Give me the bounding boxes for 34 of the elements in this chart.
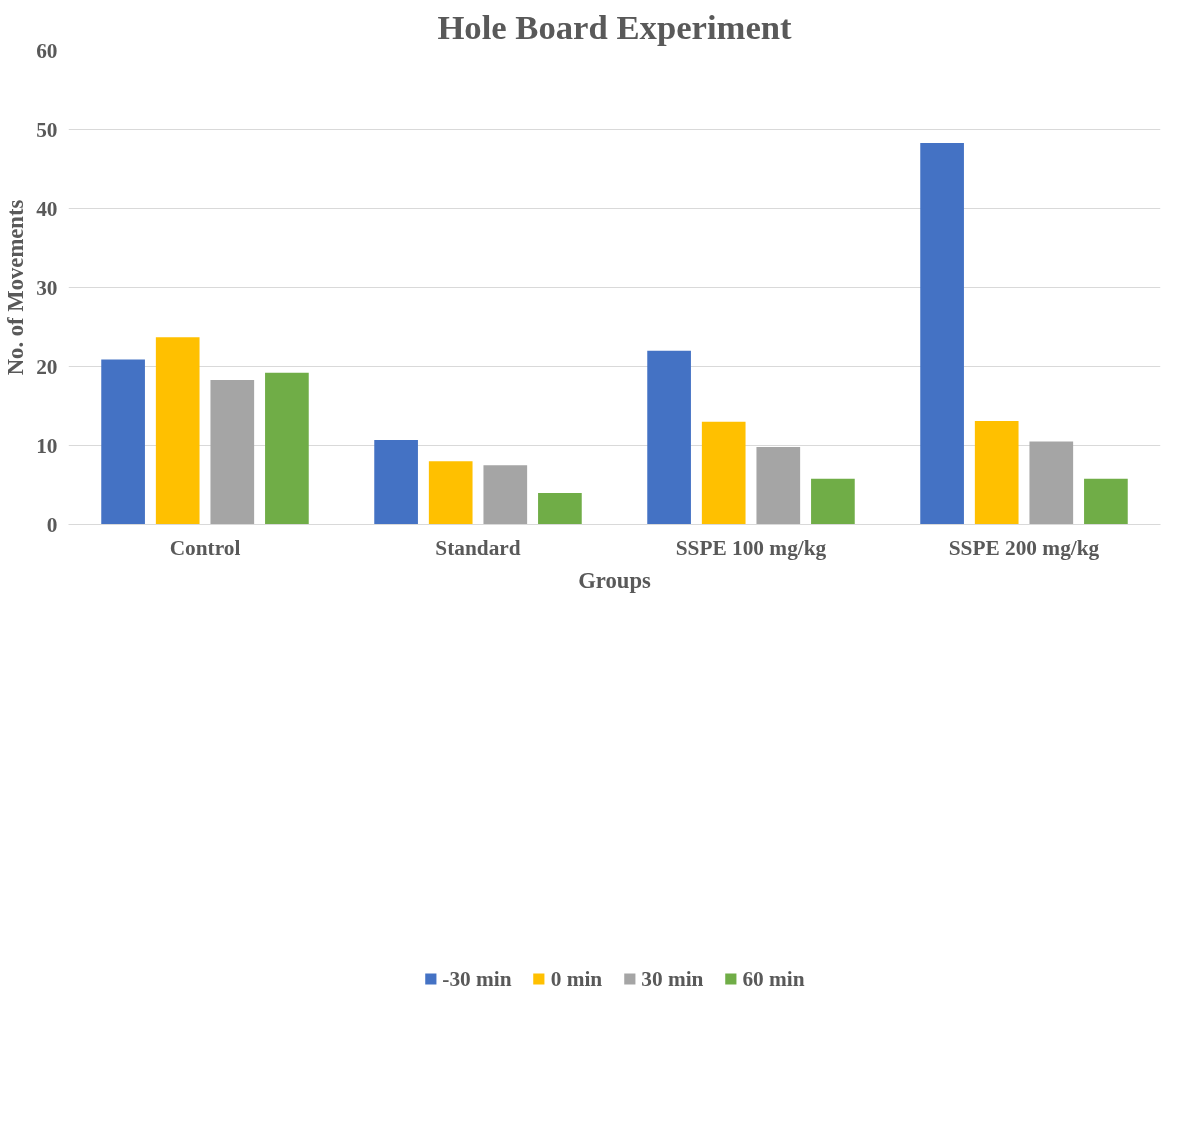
bar	[483, 465, 528, 525]
legend-label: 60 min	[742, 966, 805, 992]
legend-label: 30 min	[641, 966, 704, 992]
legend-label: 0 min	[550, 966, 603, 992]
x-tick-label: Standard	[435, 535, 521, 560]
bar	[1084, 478, 1128, 525]
x-axis-title: Groups	[578, 567, 651, 593]
y-tick-label: 30	[36, 275, 58, 300]
bar	[974, 421, 1019, 525]
bar	[374, 439, 418, 525]
bar	[920, 142, 964, 525]
y-tick-label: 20	[36, 354, 58, 379]
bar	[811, 478, 855, 525]
y-tick-label: 10	[36, 433, 58, 458]
bar	[265, 372, 309, 525]
bar	[647, 350, 691, 525]
bar	[538, 492, 582, 525]
legend-label: -30 min	[442, 966, 512, 992]
bar	[428, 461, 473, 525]
y-tick-label: 50	[36, 117, 58, 142]
y-axis-title: No. of Movements	[3, 199, 29, 376]
bar	[1029, 441, 1074, 525]
bar	[101, 359, 145, 525]
bar	[756, 447, 801, 525]
bar	[701, 421, 746, 525]
bar	[155, 337, 200, 525]
x-tick-label: SSPE 100 mg/kg	[675, 535, 827, 560]
bar	[210, 379, 255, 525]
x-tick-label: SSPE 200 mg/kg	[948, 535, 1100, 560]
chart-title: Hole Board Experiment	[437, 7, 793, 46]
y-tick-label: 40	[36, 196, 58, 221]
x-tick-label: Control	[169, 535, 241, 560]
y-tick-label: 0	[46, 512, 58, 537]
y-tick-label: 60	[36, 38, 58, 63]
